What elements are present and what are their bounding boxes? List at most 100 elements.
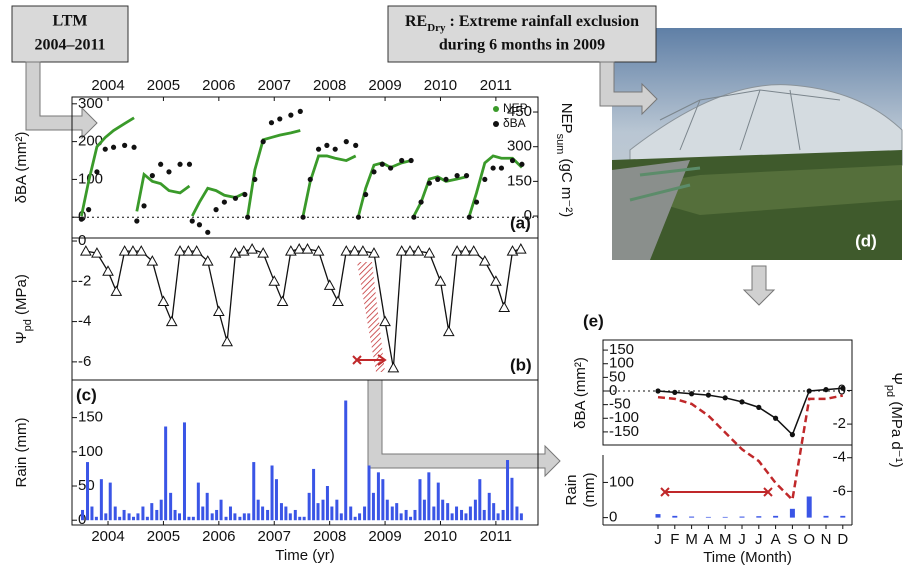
bar xyxy=(806,496,812,518)
y-tick-label: 0 xyxy=(78,232,86,249)
x-tick-label: A xyxy=(703,531,713,548)
x-tick-label: J xyxy=(755,531,763,548)
bar xyxy=(367,465,371,521)
line xyxy=(80,116,523,217)
point xyxy=(840,385,846,391)
point xyxy=(190,245,203,256)
x-tick-label: 2010 xyxy=(424,528,457,545)
bar xyxy=(390,506,394,521)
point xyxy=(443,176,449,183)
point xyxy=(80,245,92,256)
panel-label: (e) xyxy=(583,311,604,330)
ltm-title: LTM xyxy=(53,13,88,30)
bar xyxy=(173,509,177,521)
point xyxy=(823,387,829,393)
bar xyxy=(496,513,500,521)
x-tick-label: J xyxy=(738,531,746,548)
point xyxy=(315,146,322,152)
bar xyxy=(127,513,131,521)
bar xyxy=(316,503,320,521)
point xyxy=(689,391,695,397)
point xyxy=(379,315,391,327)
point xyxy=(463,173,470,179)
point xyxy=(229,247,242,258)
y-tick-label: -4 xyxy=(78,313,91,330)
bar xyxy=(404,509,408,521)
point xyxy=(467,245,480,256)
y-tick-label: -6 xyxy=(833,482,846,499)
point xyxy=(387,361,400,373)
point xyxy=(212,305,225,317)
bar xyxy=(450,513,454,521)
x-tick-label: 2011 xyxy=(480,77,512,94)
point xyxy=(806,388,812,394)
point xyxy=(343,139,349,145)
point xyxy=(412,245,425,256)
bar xyxy=(136,513,140,521)
bar xyxy=(247,513,251,521)
y-tick-label: 100 xyxy=(609,473,634,490)
point xyxy=(395,245,408,256)
point xyxy=(149,173,155,179)
legend-swatch xyxy=(493,106,499,112)
point xyxy=(454,173,460,179)
point xyxy=(122,142,128,148)
re-sub: Dry xyxy=(427,22,446,34)
label-part: δBA (mm²) xyxy=(572,357,589,429)
bar xyxy=(145,516,149,521)
bar xyxy=(274,479,278,521)
label-part: pd xyxy=(884,385,896,397)
bar xyxy=(689,516,695,518)
point xyxy=(131,144,137,150)
point xyxy=(498,301,511,312)
bar xyxy=(155,509,159,521)
x-axis-label: Time (yr) xyxy=(275,547,334,564)
bar xyxy=(739,516,745,518)
y-tick-label: 150 xyxy=(78,409,103,426)
point xyxy=(423,247,436,258)
bar xyxy=(238,516,242,521)
y-tick-label: 100 xyxy=(78,443,103,460)
y-tick-label: -6 xyxy=(78,353,91,370)
point xyxy=(158,161,164,167)
point xyxy=(672,389,678,395)
point xyxy=(451,245,463,256)
bar xyxy=(510,477,514,521)
bar xyxy=(242,513,246,521)
bar xyxy=(492,503,496,521)
box-texts: LTM 2004–2011 REDry : Extreme rainfall e… xyxy=(34,13,876,251)
re-box xyxy=(387,5,657,63)
ltm-box xyxy=(11,5,129,63)
point xyxy=(268,275,281,286)
point xyxy=(466,214,472,220)
bar xyxy=(169,492,173,521)
point xyxy=(368,247,380,258)
point xyxy=(157,295,170,306)
bar xyxy=(413,509,417,521)
point xyxy=(399,157,405,164)
bar xyxy=(473,499,477,521)
re-line2: during 6 months in 2009 xyxy=(439,37,605,54)
line xyxy=(657,387,843,436)
bar xyxy=(321,499,325,521)
point xyxy=(118,245,131,256)
point xyxy=(490,165,496,171)
bar xyxy=(330,506,334,521)
bar xyxy=(122,509,126,521)
bar xyxy=(395,503,399,521)
point xyxy=(434,275,447,286)
y-axis-label: Ψpd (MPa) xyxy=(13,274,34,344)
panel-label: (b) xyxy=(510,355,532,374)
bar xyxy=(506,460,510,521)
point xyxy=(196,222,203,228)
x-axis-label: Time (Month) xyxy=(703,549,792,566)
bar xyxy=(201,506,205,521)
label-part: NEP xyxy=(558,103,575,134)
label-part: Ψ xyxy=(888,372,905,385)
bar xyxy=(293,509,297,521)
legend-label: NEP xyxy=(503,101,528,115)
point xyxy=(332,295,344,306)
bar xyxy=(381,479,385,521)
point xyxy=(277,116,283,122)
bar xyxy=(399,513,403,521)
